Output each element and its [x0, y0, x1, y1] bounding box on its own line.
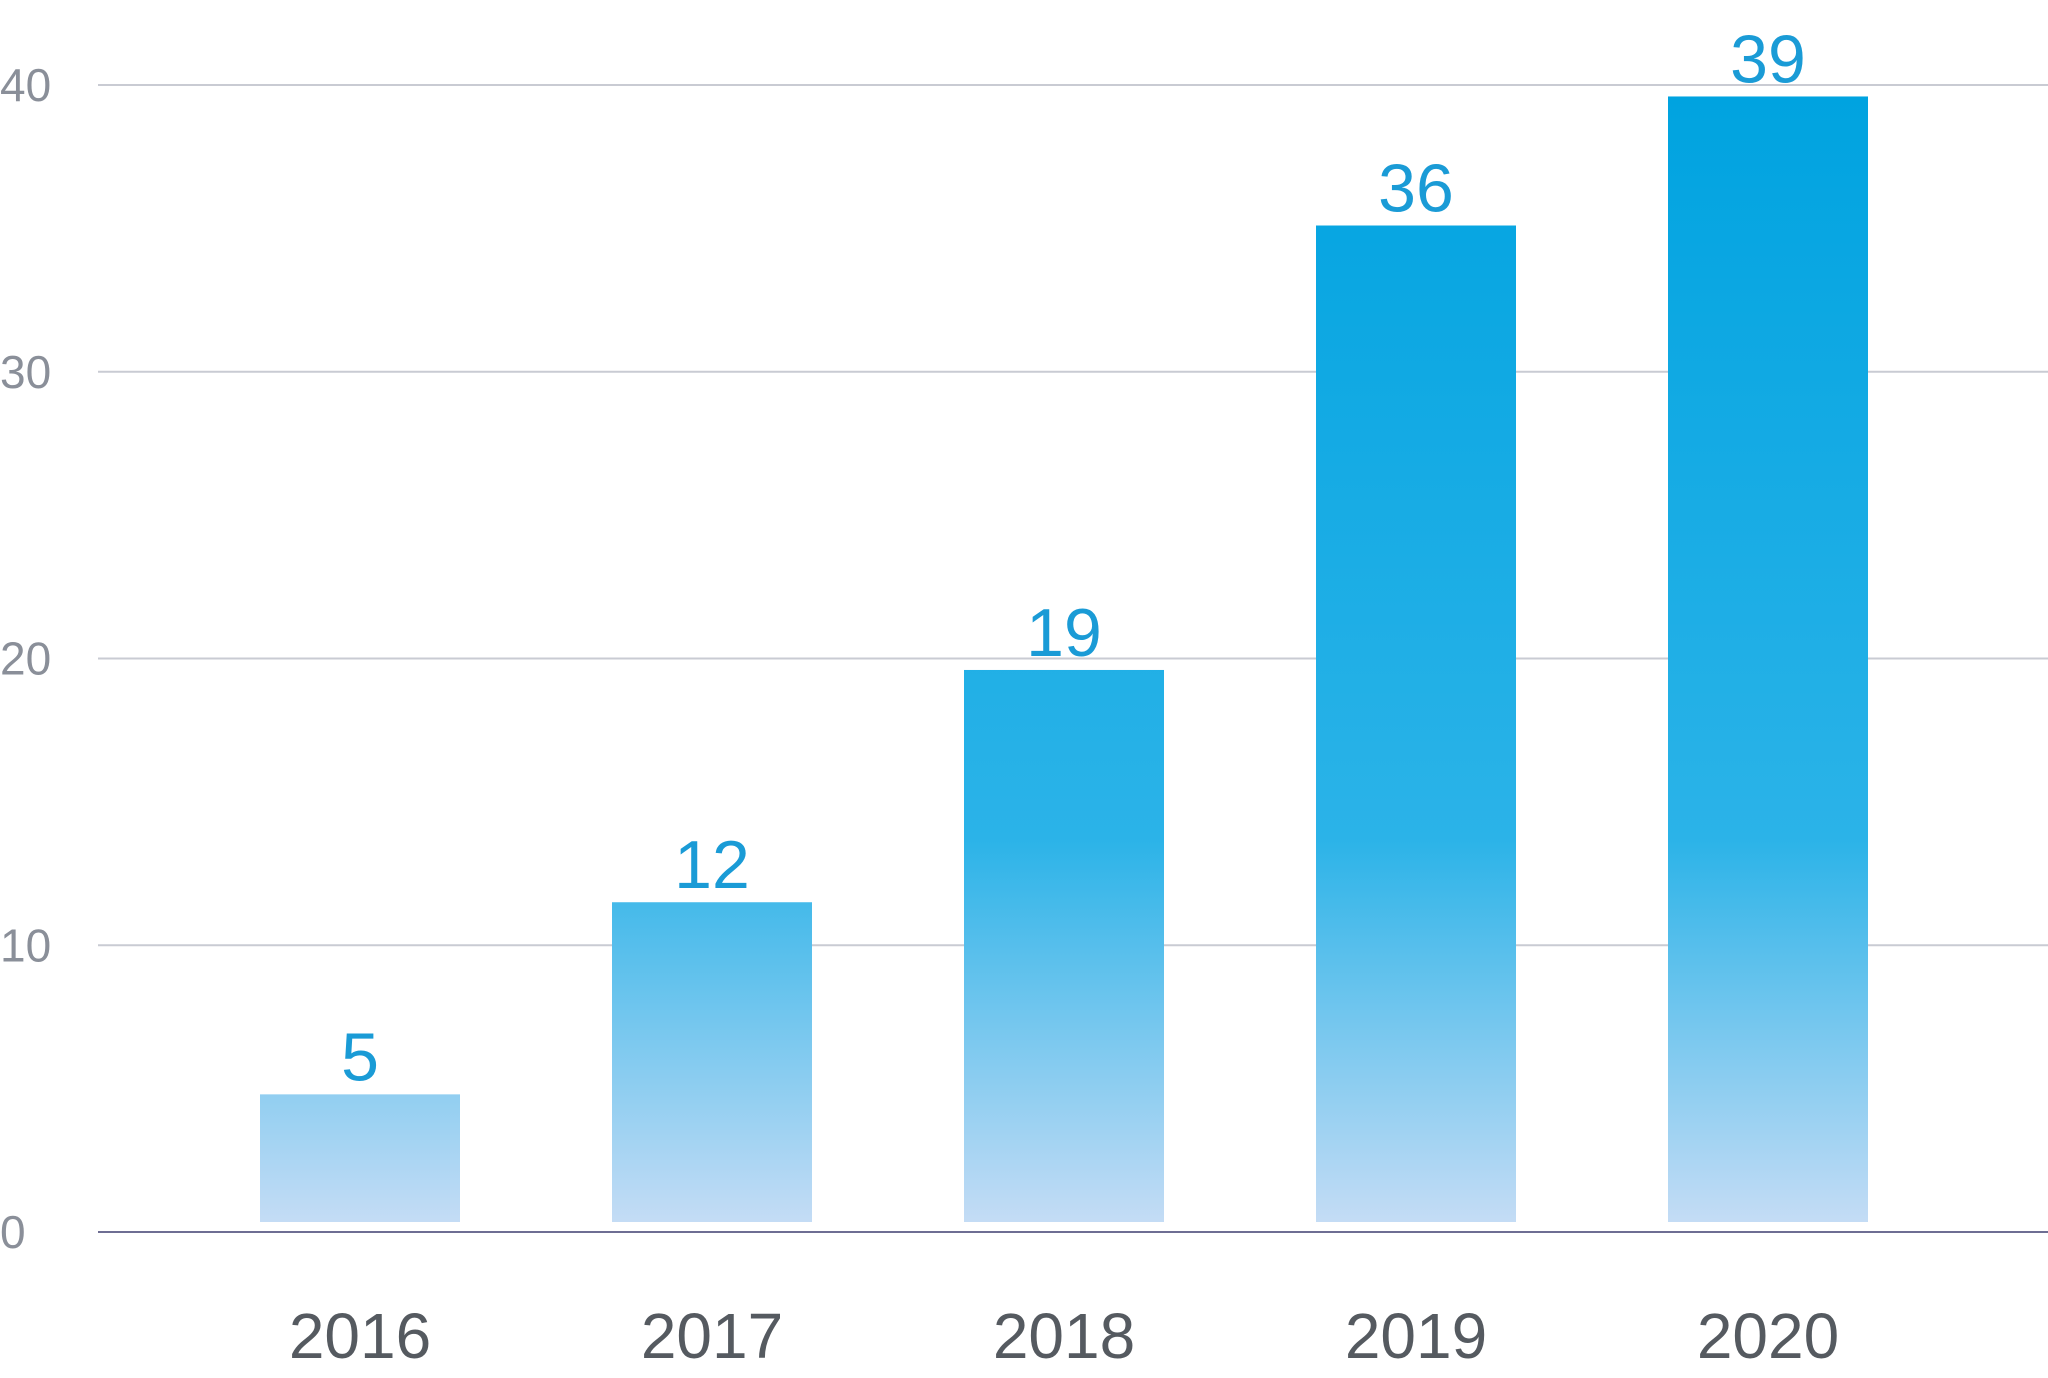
x-tick-label-2018: 2018: [993, 1300, 1135, 1372]
data-label-2019: 36: [1378, 151, 1454, 227]
data-labels: 5 12 19 36 39: [341, 21, 1806, 1095]
bar-2017: [612, 902, 812, 1222]
bar-2018: [964, 669, 1164, 1222]
data-label-2017: 12: [674, 827, 750, 903]
y-tick-label: 0: [0, 1206, 26, 1258]
y-tick-label: 40: [0, 59, 51, 111]
x-axis-ticks: 2016 2017 2018 2019 2020: [289, 1300, 1839, 1372]
data-label-2020: 39: [1730, 21, 1806, 97]
y-axis-ticks: 0 10 20 30 40: [0, 59, 51, 1258]
bar-2016: [260, 1094, 460, 1222]
x-tick-label-2020: 2020: [1697, 1300, 1839, 1372]
y-tick-label: 30: [0, 346, 51, 398]
bar-2020: [1668, 96, 1868, 1223]
bar-2019: [1316, 225, 1516, 1222]
x-tick-label-2016: 2016: [289, 1300, 431, 1372]
x-tick-label-2017: 2017: [641, 1300, 783, 1372]
y-tick-label: 20: [0, 633, 51, 685]
data-label-2016: 5: [341, 1019, 379, 1095]
bars: [260, 96, 1868, 1223]
y-tick-label: 10: [0, 919, 51, 971]
x-tick-label-2019: 2019: [1345, 1300, 1487, 1372]
data-label-2018: 19: [1026, 595, 1102, 671]
